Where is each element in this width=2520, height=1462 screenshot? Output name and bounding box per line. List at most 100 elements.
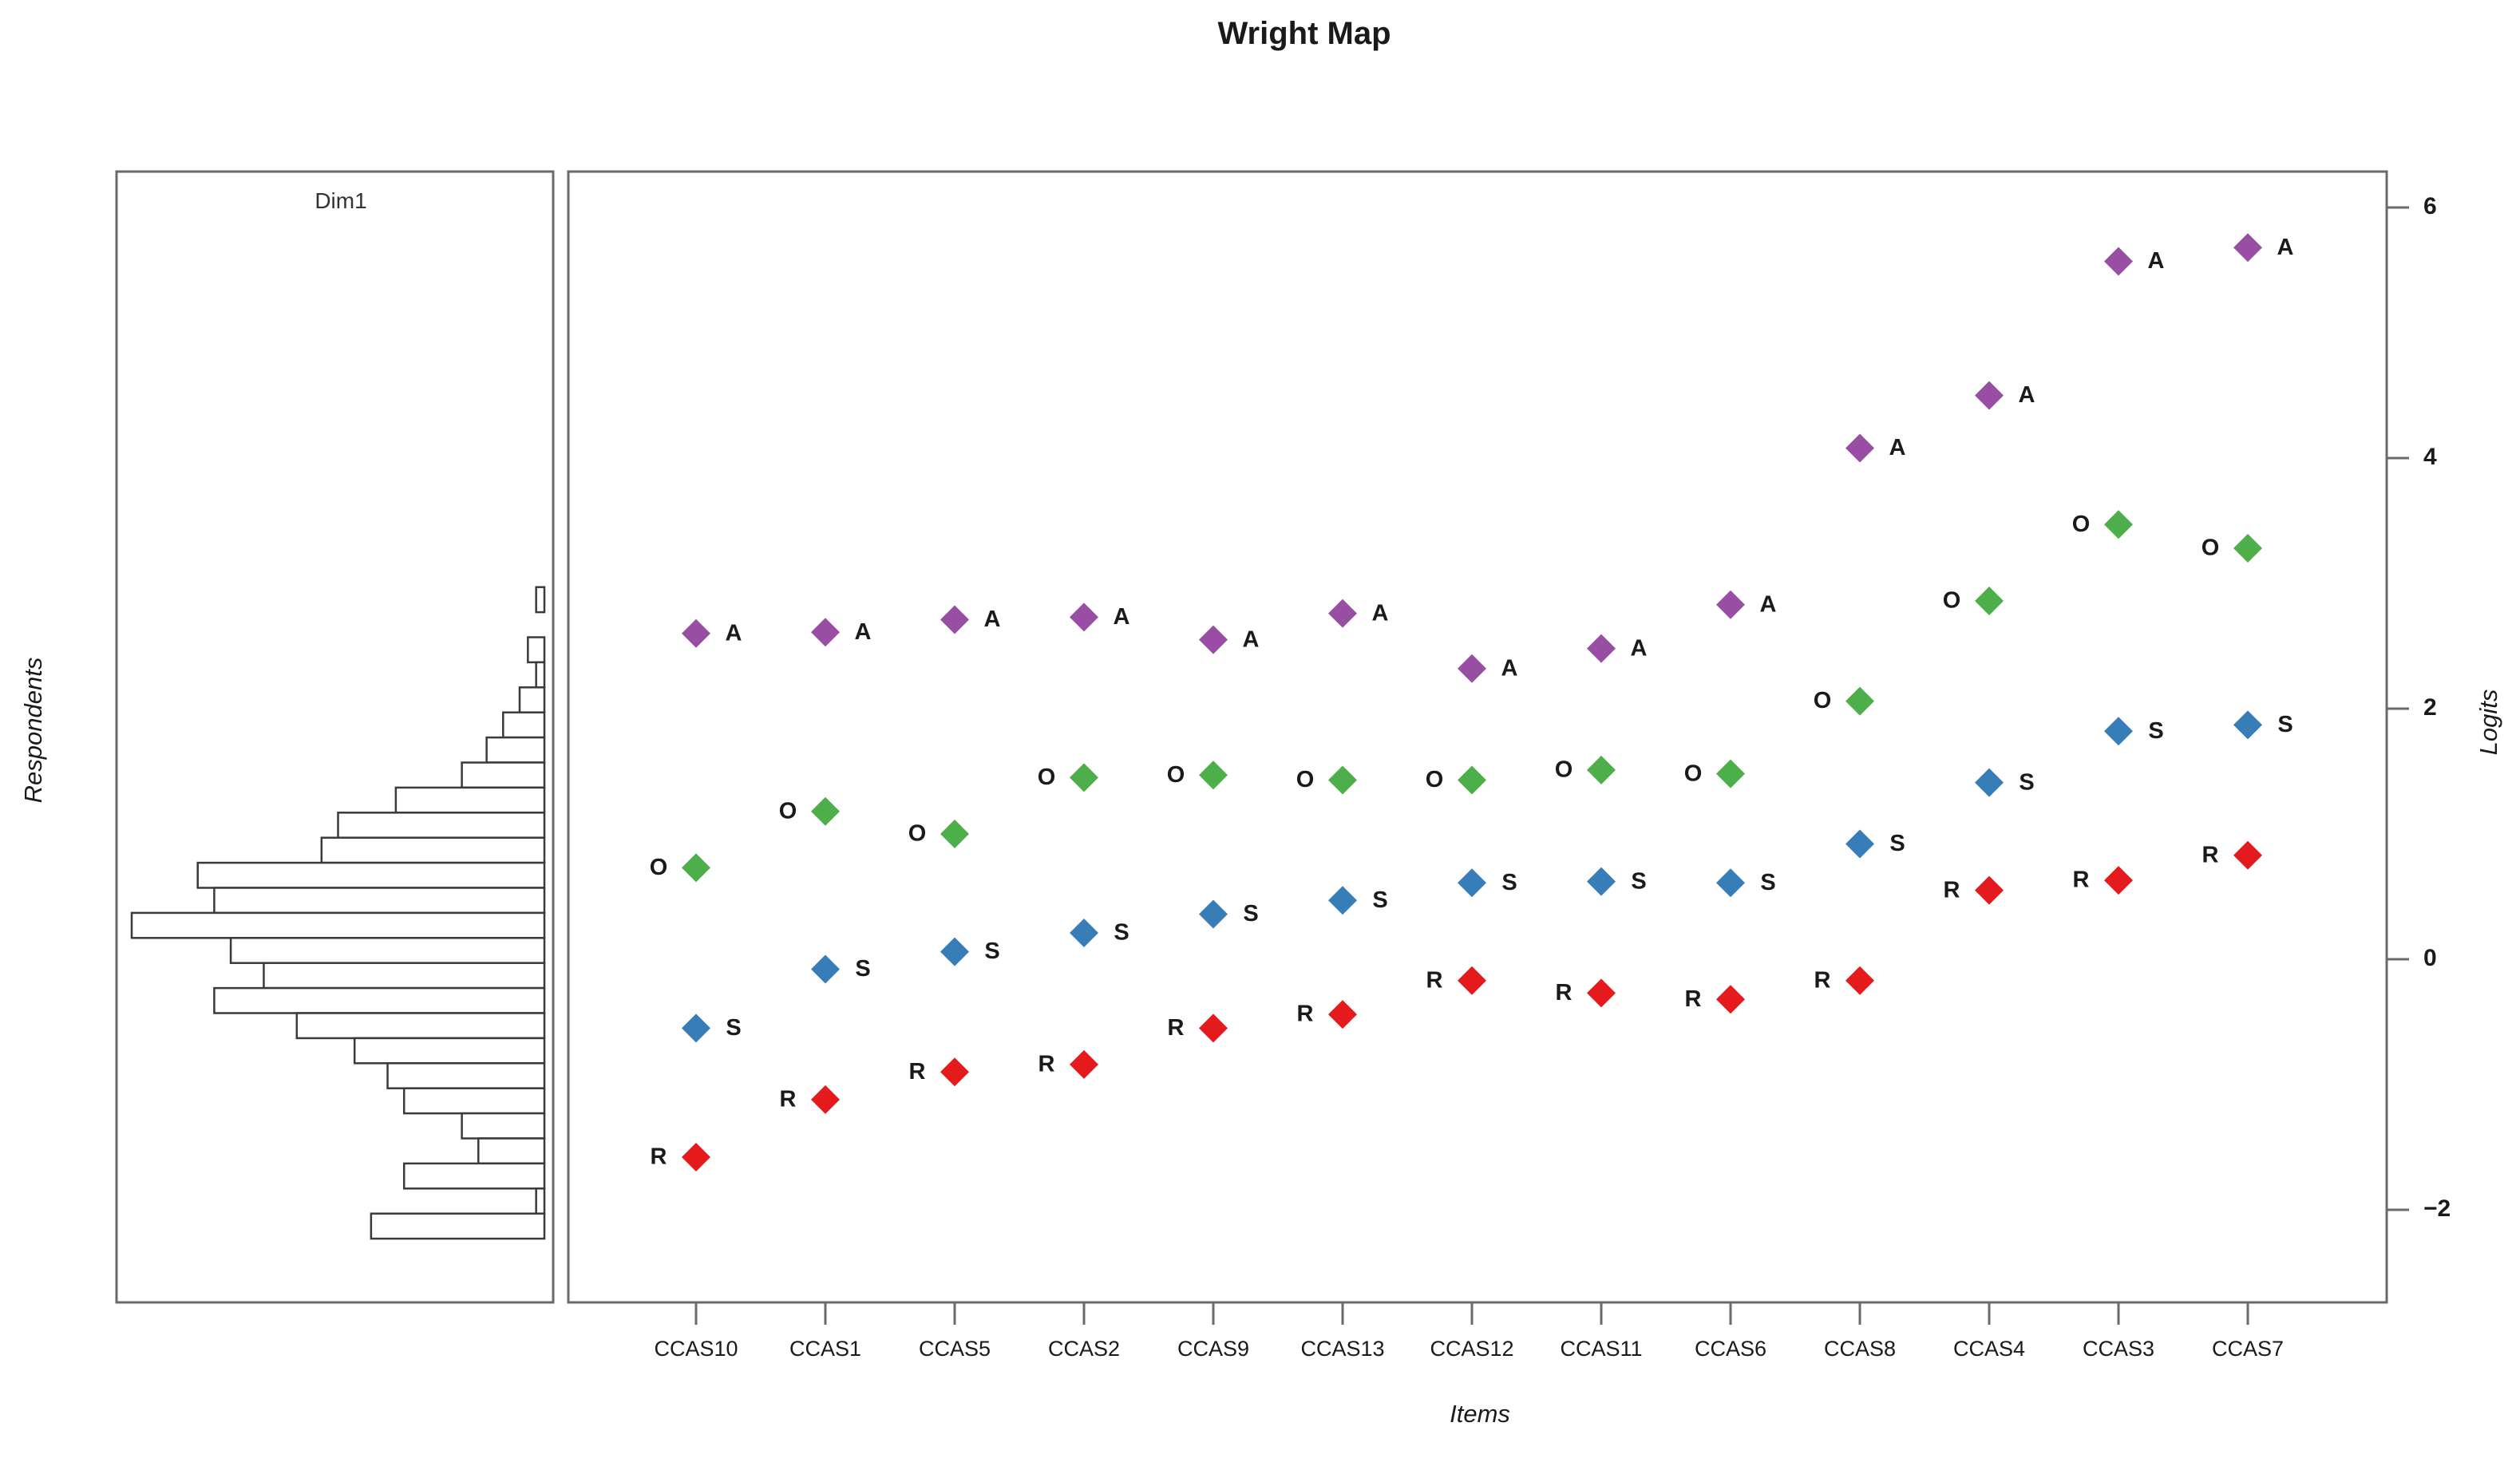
histogram-bar [263,962,546,990]
threshold-letter-O: O [908,821,927,847]
diamond-marker-S [1845,829,1874,859]
threshold-letter-R: R [780,1086,797,1112]
threshold-letter-A: A [1889,435,1906,460]
threshold-letter-A: A [984,607,1001,632]
threshold-letter-A: A [1372,600,1389,626]
histogram-bar [461,1112,546,1140]
histogram-bar [213,887,546,915]
item-tick-label: CCAS10 [654,1337,738,1361]
histogram-bar [535,661,546,689]
diamond-marker-S [940,937,969,966]
diamond-marker-A [1070,603,1098,632]
diamond-marker-R [1458,966,1486,995]
items-panel-border [567,170,2388,1304]
diamond-marker-S [1070,919,1098,948]
y-tick-label: −2 [2423,1195,2451,1222]
item-tick-label: CCAS7 [2212,1337,2284,1361]
diamond-marker-R [1199,1014,1228,1043]
threshold-letter-A: A [855,619,872,645]
item-tick-label: CCAS6 [1695,1337,1766,1361]
diamond-marker-O [1199,761,1228,790]
item-tick-label: CCAS5 [919,1337,991,1361]
threshold-letter-R: R [1297,1002,1314,1027]
y-tick-label: 0 [2423,945,2437,971]
threshold-letter-S: S [984,938,999,964]
y-tick-label: 4 [2423,444,2437,470]
histogram-bar [461,761,546,789]
threshold-letter-S: S [1372,887,1387,913]
threshold-letter-S: S [1889,831,1905,856]
diamond-marker-O [2233,534,2262,563]
item-tick-label: CCAS12 [1430,1337,1513,1361]
item-tick-label: CCAS4 [1953,1337,2025,1361]
diamond-marker-S [1587,867,1616,896]
histogram-bar [196,861,546,889]
item-tick-label: CCAS3 [2083,1337,2154,1361]
threshold-letter-R: R [1038,1052,1055,1077]
y-tick-label: 2 [2423,694,2437,721]
threshold-letter-O: O [1943,588,1961,614]
histogram-bar [370,1212,546,1240]
diamond-marker-R [811,1085,840,1114]
threshold-letter-O: O [779,798,797,824]
diamond-marker-O [682,853,710,883]
diamond-marker-O [1845,686,1874,716]
threshold-letter-R: R [2073,867,2090,893]
diamond-marker-A [2233,233,2262,263]
histogram-bar [502,711,546,739]
threshold-letter-A: A [2148,248,2165,274]
threshold-letter-R: R [1944,877,1960,903]
diamond-marker-A [1975,381,2004,410]
histogram-bar [320,836,546,864]
diamond-marker-A [1328,599,1357,628]
diamond-marker-O [1328,765,1357,795]
threshold-letter-O: O [1167,762,1185,788]
diamond-marker-R [2233,840,2262,870]
chart-title: Wright Map [1217,16,1391,51]
threshold-letter-S: S [1243,901,1258,927]
respondents-panel-border [115,170,555,1304]
threshold-letter-A: A [1501,655,1518,681]
diamond-marker-R [1716,985,1745,1014]
threshold-letter-S: S [1501,870,1517,895]
histogram-bar [518,686,546,713]
histogram-bar [394,786,546,814]
threshold-letter-A: A [726,620,742,646]
diamond-marker-A [1845,433,1874,463]
threshold-letter-R: R [1168,1015,1185,1041]
threshold-letter-O: O [1814,688,1832,713]
threshold-letter-S: S [1114,920,1129,946]
item-tick-label: CCAS1 [789,1337,861,1361]
item-tick-label: CCAS11 [1560,1337,1642,1361]
threshold-letter-S: S [2148,718,2163,744]
item-tick-label: CCAS9 [1177,1337,1249,1361]
histogram-bar [535,1187,546,1215]
histogram-bar [535,586,546,614]
threshold-letter-O: O [650,855,668,880]
threshold-letter-O: O [1555,757,1573,783]
histogram-bar [527,636,546,664]
item-tick-label: CCAS13 [1300,1337,1384,1361]
threshold-letter-S: S [1760,870,1775,895]
histogram-bar [402,1087,546,1115]
diamond-marker-R [940,1057,969,1087]
x-axis-label: Items [1450,1400,1510,1428]
threshold-letter-O: O [1296,767,1315,792]
histogram-bar [295,1012,546,1040]
histogram-bar [485,736,546,764]
diamond-marker-O [1716,759,1745,788]
diamond-marker-A [1587,634,1616,663]
diamond-marker-A [1199,625,1228,654]
diamond-marker-S [811,954,840,984]
diamond-marker-S [1975,768,2004,797]
diamond-marker-O [1070,763,1098,792]
threshold-letter-O: O [1684,761,1703,786]
threshold-letter-S: S [726,1015,741,1041]
diamond-marker-R [682,1143,710,1172]
histogram-bar [477,1137,546,1165]
diamond-marker-A [2104,247,2133,276]
diamond-marker-A [682,618,710,648]
threshold-letter-A: A [1631,635,1648,661]
